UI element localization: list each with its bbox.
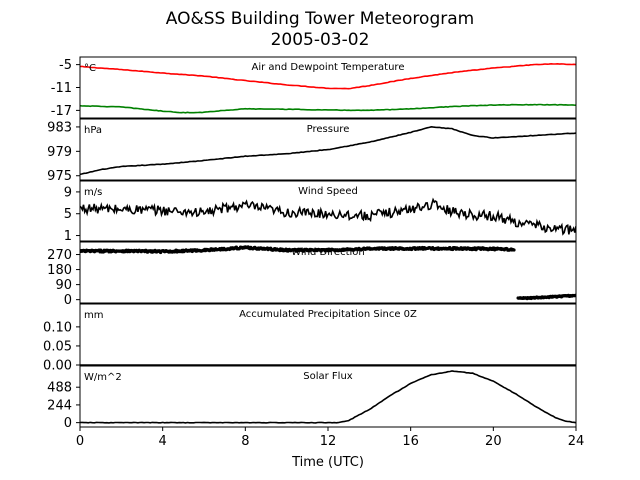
panel-unit: ° <box>84 248 89 259</box>
chart-subtitle: 2005-03-02 <box>271 30 370 50</box>
series-line <box>80 197 576 236</box>
y-tick-label: 488 <box>47 381 72 396</box>
y-tick-label: 9 <box>64 185 72 200</box>
series-line <box>80 103 576 114</box>
y-tick-label: -17 <box>51 104 72 119</box>
panel-frame <box>79 118 577 181</box>
panel-title: Pressure <box>307 124 350 135</box>
panel-title: Solar Flux <box>303 371 353 382</box>
y-tick-label: 90 <box>55 278 72 293</box>
panel-frame <box>79 241 577 304</box>
y-tick-label: 0.00 <box>43 359 72 374</box>
series-line <box>80 125 576 176</box>
series-line <box>80 370 576 424</box>
panel-2: 983 979 975 hPa Pressure <box>47 118 577 184</box>
panel-unit: °C <box>84 63 96 74</box>
y-tick-label: 244 <box>47 398 72 413</box>
panel-3: 9 5 1 m/s Wind Speed <box>64 180 577 244</box>
x-tick-label: 12 <box>320 434 337 449</box>
y-tick-label: -11 <box>51 81 72 96</box>
panel-title: Wind Speed <box>298 186 358 197</box>
panel-unit: mm <box>84 310 103 321</box>
panel-title: Air and Dewpoint Temperature <box>252 62 405 73</box>
panel-unit: W/m^2 <box>84 372 122 383</box>
y-tick-label: 270 <box>47 248 72 263</box>
panel-5: 0.10 0.05 0.00 mm Accumulated Precipitation … <box>43 303 577 374</box>
panel-title: Accumulated Precipitation Since 0Z <box>239 309 417 320</box>
x-tick-label: 8 <box>241 434 249 449</box>
y-tick-label: 5 <box>64 207 72 222</box>
series-line <box>80 62 576 90</box>
y-tick-label: -5 <box>59 58 72 73</box>
panel-frame <box>79 303 577 366</box>
y-tick-label: 0.05 <box>43 339 72 354</box>
panel-frame <box>79 180 577 242</box>
y-tick-label: 983 <box>47 120 72 135</box>
panels: -5 -11 -17 °C Air and Dewpoint Temperature 98… <box>43 56 577 431</box>
y-tick-label: 975 <box>47 169 72 184</box>
panel-unit: hPa <box>84 125 102 136</box>
y-tick-label: 0.10 <box>43 320 72 335</box>
panel-title: Wind Direction <box>291 247 365 258</box>
x-axis: 0 4 8 12 16 20 24 <box>76 427 584 449</box>
x-tick-label: 4 <box>159 434 167 449</box>
x-tick-label: 0 <box>76 434 84 449</box>
x-axis-label: Time (UTC) <box>291 455 364 470</box>
y-tick-label: 180 <box>47 263 72 278</box>
x-tick-label: 16 <box>402 434 419 449</box>
panel-unit: m/s <box>84 187 102 198</box>
y-tick-label: 979 <box>47 145 72 160</box>
panel-1: -5 -11 -17 °C Air and Dewpoint Temperature <box>51 56 577 119</box>
panel-6: 488 244 0 W/m^2 Solar Flux <box>47 365 577 431</box>
x-tick-label: 20 <box>485 434 502 449</box>
chart-title: AO&SS Building Tower Meteorogram <box>166 9 474 29</box>
x-tick-label: 24 <box>568 434 585 449</box>
y-tick-label: 1 <box>64 229 72 244</box>
data-point <box>512 248 516 252</box>
y-tick-label: 0 <box>64 293 72 308</box>
y-tick-label: 0 <box>64 416 72 431</box>
